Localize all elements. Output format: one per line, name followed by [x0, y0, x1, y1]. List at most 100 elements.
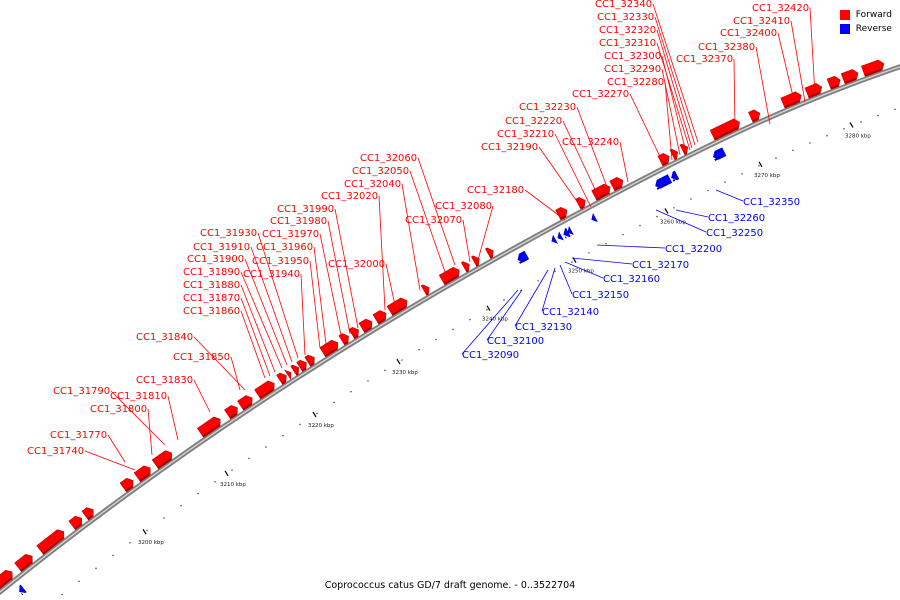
minor-tick	[435, 338, 437, 341]
forward-gene	[237, 395, 253, 411]
forward-gene	[386, 297, 408, 316]
reverse-gene	[655, 174, 673, 190]
reverse-gene	[671, 170, 680, 182]
gene-label: CC1_31940	[243, 269, 300, 280]
minor-tick	[350, 390, 352, 393]
forward-gene	[290, 364, 299, 376]
forward-gene	[358, 318, 373, 333]
leader-line	[559, 264, 573, 295]
minor-tick	[673, 206, 675, 209]
tick-label: 3270 kbp	[754, 173, 780, 179]
gene-label: CC1_31830	[136, 375, 193, 386]
leader-line	[240, 271, 283, 369]
forward-gene	[460, 261, 470, 273]
leader-line	[619, 141, 629, 183]
gene-label: CC1_31870	[183, 293, 240, 304]
leader-line	[554, 133, 592, 208]
leader-line	[257, 232, 299, 359]
reverse-swatch	[839, 24, 850, 34]
leader-line	[661, 68, 681, 156]
gene-label: CC1_31910	[193, 242, 250, 253]
forward-gene	[119, 478, 134, 493]
gene-label: CC1_32320	[599, 25, 656, 36]
tick-mark	[758, 161, 763, 168]
forward-gene	[780, 91, 802, 109]
leader-line	[378, 195, 386, 311]
tick-mark	[142, 528, 147, 535]
minor-tick	[571, 261, 573, 263]
minor-tick	[860, 121, 862, 123]
leader-line	[244, 258, 288, 366]
forward-gene	[284, 369, 292, 381]
gene-label: CC1_32230	[519, 102, 576, 113]
tick-label: 3230 kbp	[392, 370, 418, 376]
minor-tick	[690, 198, 692, 200]
minor-tick	[299, 423, 301, 426]
minor-tick	[588, 252, 590, 254]
minor-tick	[265, 446, 267, 448]
leader-line	[571, 257, 633, 265]
tick-label: 3250 kbp	[568, 269, 594, 275]
leader-line	[461, 289, 519, 355]
forward-gene	[224, 405, 238, 420]
minor-tick	[809, 142, 811, 144]
gene-label: CC1_31770	[50, 430, 107, 441]
gene-label: CC1_32040	[344, 179, 401, 190]
minor-tick	[61, 593, 63, 596]
gene-label: CC1_31970	[262, 229, 319, 240]
forward-swatch	[839, 10, 850, 20]
forward-gene	[133, 465, 151, 483]
minor-tick	[180, 504, 182, 507]
forward-gene	[0, 569, 13, 591]
gene-label: CC1_32260	[708, 213, 765, 224]
leader-line	[514, 269, 549, 327]
minor-tick	[367, 380, 369, 382]
tick-mark	[224, 470, 229, 477]
gene-label: CC1_31860	[183, 306, 240, 317]
leader-line	[564, 261, 604, 279]
minor-tick	[452, 328, 454, 331]
forward-gene	[609, 177, 624, 192]
gene-label: CC1_32050	[352, 166, 409, 177]
minor-tick	[724, 181, 726, 183]
genome-backbone	[0, 64, 900, 596]
gene-label: CC1_32400	[720, 28, 777, 39]
leader-line	[462, 219, 471, 263]
gene-label: CC1_31900	[187, 254, 244, 265]
forward-gene	[709, 118, 740, 141]
leader-line	[300, 273, 306, 356]
leader-line	[193, 379, 211, 413]
minor-tick	[316, 412, 318, 415]
gene-label: CC1_32370	[676, 54, 733, 65]
leader-line	[477, 205, 494, 261]
leader-line	[147, 408, 153, 456]
gene-label: CC1_32240	[562, 137, 619, 148]
tick-label: 3260 kbp	[660, 219, 686, 225]
leader-line	[110, 390, 166, 446]
tick-label: 3210 kbp	[220, 482, 246, 488]
leader-lines-group	[84, 3, 816, 471]
leader-line	[250, 246, 293, 363]
genome-backbone-highlight	[0, 66, 900, 593]
leader-line	[733, 58, 736, 131]
minor-tick	[469, 318, 471, 321]
leader-line	[654, 16, 696, 146]
forward-gene	[68, 515, 83, 531]
gene-label: CC1_32080	[435, 201, 492, 212]
leader-line	[167, 395, 179, 441]
leader-line	[309, 260, 321, 349]
tick-mark	[396, 358, 401, 365]
gene-label: CC1_32380	[698, 42, 755, 53]
forward-gene	[840, 69, 859, 85]
gene-label: CC1_32250	[706, 228, 763, 239]
forward-gene	[679, 143, 689, 156]
tick-label: 3240 kbp	[482, 317, 508, 323]
forward-gene	[319, 339, 339, 358]
backbone-group	[0, 64, 900, 596]
forward-gene	[296, 359, 307, 372]
forward-gene	[338, 333, 349, 346]
gene-label: CC1_32300	[604, 51, 661, 62]
gene-label: CC1_32130	[515, 322, 572, 333]
minor-tick	[503, 299, 505, 301]
genes-group	[0, 59, 885, 596]
